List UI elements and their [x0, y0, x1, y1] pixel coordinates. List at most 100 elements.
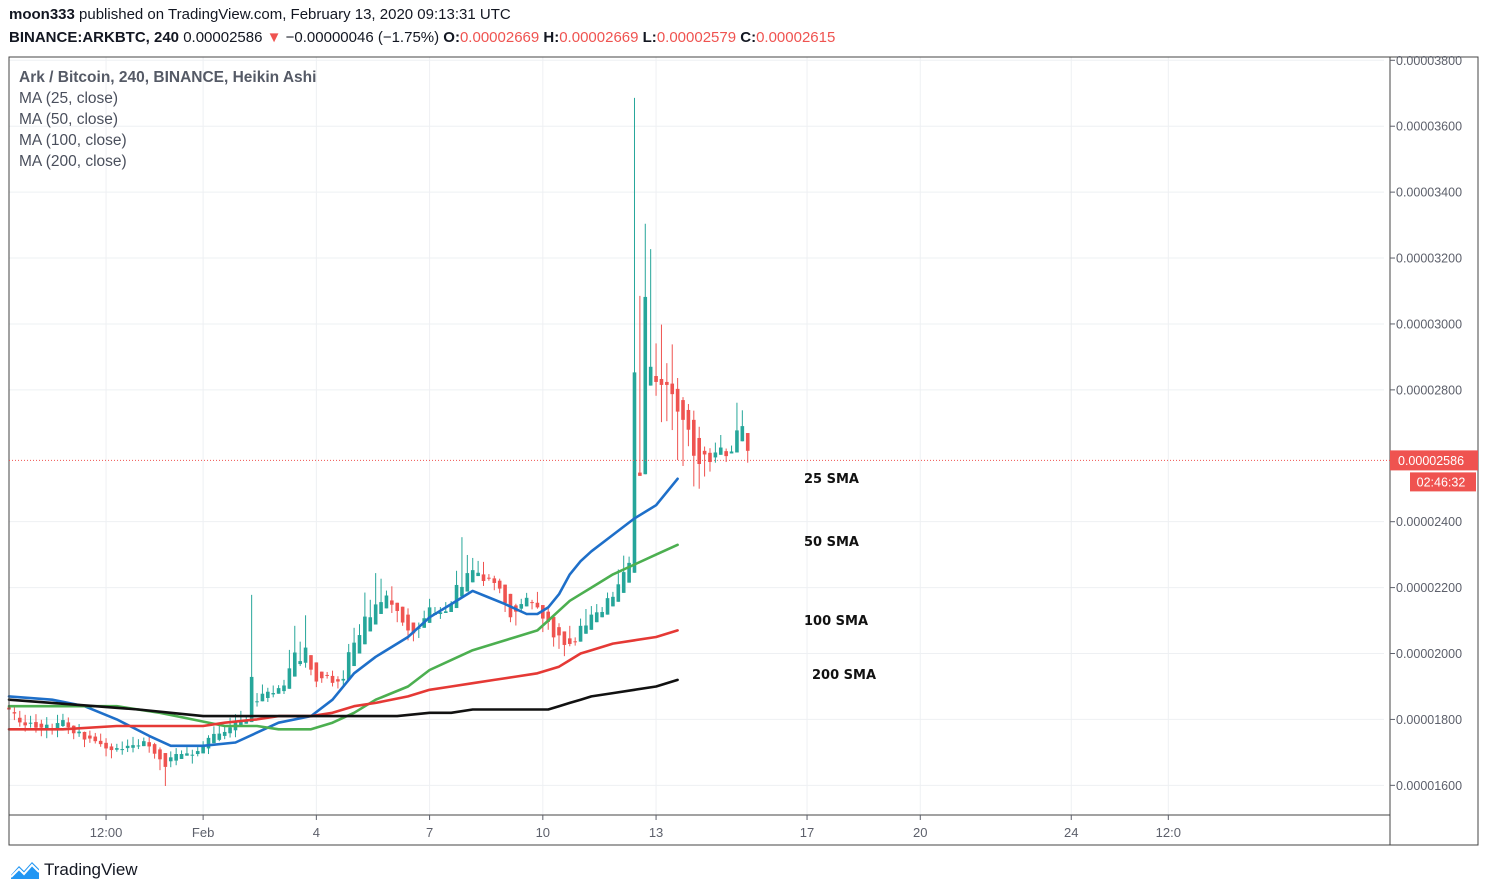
candle-up — [131, 736, 135, 753]
candle-body — [638, 472, 642, 476]
sma-label-25: 25 SMA — [804, 472, 859, 487]
candle-body — [82, 731, 87, 740]
countdown-label: 02:46:32 — [1417, 475, 1466, 489]
candle-down — [395, 602, 400, 623]
candle-body — [201, 744, 205, 754]
candle-body — [309, 655, 313, 670]
candle-down — [551, 616, 556, 647]
candle-down — [336, 676, 340, 689]
candle-body — [287, 668, 292, 689]
candle-body — [503, 584, 507, 604]
candle-body — [390, 600, 394, 605]
candle-body — [654, 376, 658, 382]
high-value: 0.00002669 — [559, 29, 639, 46]
legend-item-ma200[interactable]: MA (200, close) — [19, 153, 127, 170]
candle-up — [120, 741, 125, 755]
candle-body — [659, 378, 664, 385]
candle-up — [55, 714, 60, 738]
candle-up — [476, 560, 480, 577]
candle-body — [460, 586, 464, 597]
candle-body — [557, 627, 561, 636]
candle-body — [98, 740, 103, 745]
candle-down — [406, 608, 410, 641]
candle-body — [217, 733, 222, 740]
candle-body — [228, 727, 232, 734]
candle-up — [292, 625, 297, 677]
x-tick-label: 4 — [313, 825, 320, 840]
candle-body — [23, 722, 27, 726]
candle-down — [675, 377, 680, 461]
candle-body — [600, 611, 604, 618]
price-change: −0.00000046 (−1.75%) — [285, 29, 440, 46]
candle-body — [34, 722, 38, 728]
y-tick-label: 0.00003800 — [1396, 54, 1462, 68]
candle-body — [427, 607, 432, 623]
legend-item-ma100[interactable]: MA (100, close) — [19, 132, 127, 149]
footer-brand[interactable]: TradingView — [10, 859, 138, 881]
candle-down — [158, 747, 162, 771]
candle-up — [260, 684, 265, 702]
candle-body — [524, 597, 529, 607]
candle-up — [195, 747, 200, 757]
candle-body — [665, 381, 669, 385]
y-tick-label: 0.00001800 — [1396, 713, 1462, 727]
candle-body — [713, 452, 718, 458]
legend-item-ma25[interactable]: MA (25, close) — [19, 90, 119, 107]
candle-down — [330, 670, 335, 687]
candle-body — [740, 426, 745, 442]
candle-body — [454, 584, 459, 609]
candle-up — [255, 693, 259, 707]
candle-up — [648, 249, 653, 386]
candle-up — [589, 606, 594, 630]
current-price-label: 0.00002586 — [1398, 454, 1464, 468]
candle-body — [729, 451, 734, 454]
candle-down — [319, 671, 324, 683]
sma-line-50 — [7, 543, 679, 731]
price-tag-group: 0.00002586 02:46:32 — [9, 450, 1478, 492]
candle-body — [406, 614, 410, 631]
candle-body — [476, 572, 480, 577]
candle-up — [379, 578, 383, 614]
candle-body — [745, 433, 750, 451]
candle-up — [266, 687, 270, 702]
candle-body — [530, 602, 534, 604]
candle-body — [55, 723, 60, 729]
candle-up — [287, 649, 292, 689]
y-tick-label: 0.00003600 — [1396, 120, 1462, 134]
publisher-name[interactable]: moon333 — [9, 6, 75, 23]
candle-down — [147, 735, 151, 753]
candle-body — [616, 584, 621, 602]
candle-body — [584, 625, 588, 634]
price-axis: 0.00003800 0.00003600 0.00003400 0.00003200… — [1390, 54, 1462, 793]
publish-info: moon333 published on TradingView.com, Fe… — [9, 6, 511, 23]
candle-down — [492, 575, 497, 591]
candle-up — [735, 402, 739, 453]
y-tick-label: 0.00003000 — [1396, 317, 1462, 331]
candle-body — [66, 722, 71, 728]
candle-body — [357, 635, 362, 654]
low-value: 0.00002579 — [656, 29, 737, 46]
candle-body — [346, 652, 351, 680]
candle-body — [643, 296, 648, 475]
y-tick-label: 0.00002200 — [1396, 581, 1462, 595]
candle-up — [594, 604, 599, 623]
y-tick-label: 0.00003200 — [1396, 252, 1462, 266]
candle-up — [282, 679, 286, 695]
candle-up — [217, 726, 222, 742]
candle-up — [249, 594, 254, 723]
candle-up — [713, 442, 718, 463]
candle-up — [368, 599, 373, 632]
candle-body — [562, 631, 567, 645]
candle-up — [77, 724, 81, 737]
symbol: BINANCE:ARKBTC, 240 — [9, 29, 180, 46]
candle-body — [438, 612, 443, 614]
candle-up — [303, 615, 308, 668]
candle-down — [659, 324, 664, 423]
candle-up — [438, 607, 443, 619]
candle-up — [578, 618, 583, 642]
candle-up — [357, 624, 362, 654]
legend-item-ma50[interactable]: MA (50, close) — [19, 111, 119, 128]
candle-body — [17, 717, 22, 723]
candle-down — [654, 343, 658, 396]
